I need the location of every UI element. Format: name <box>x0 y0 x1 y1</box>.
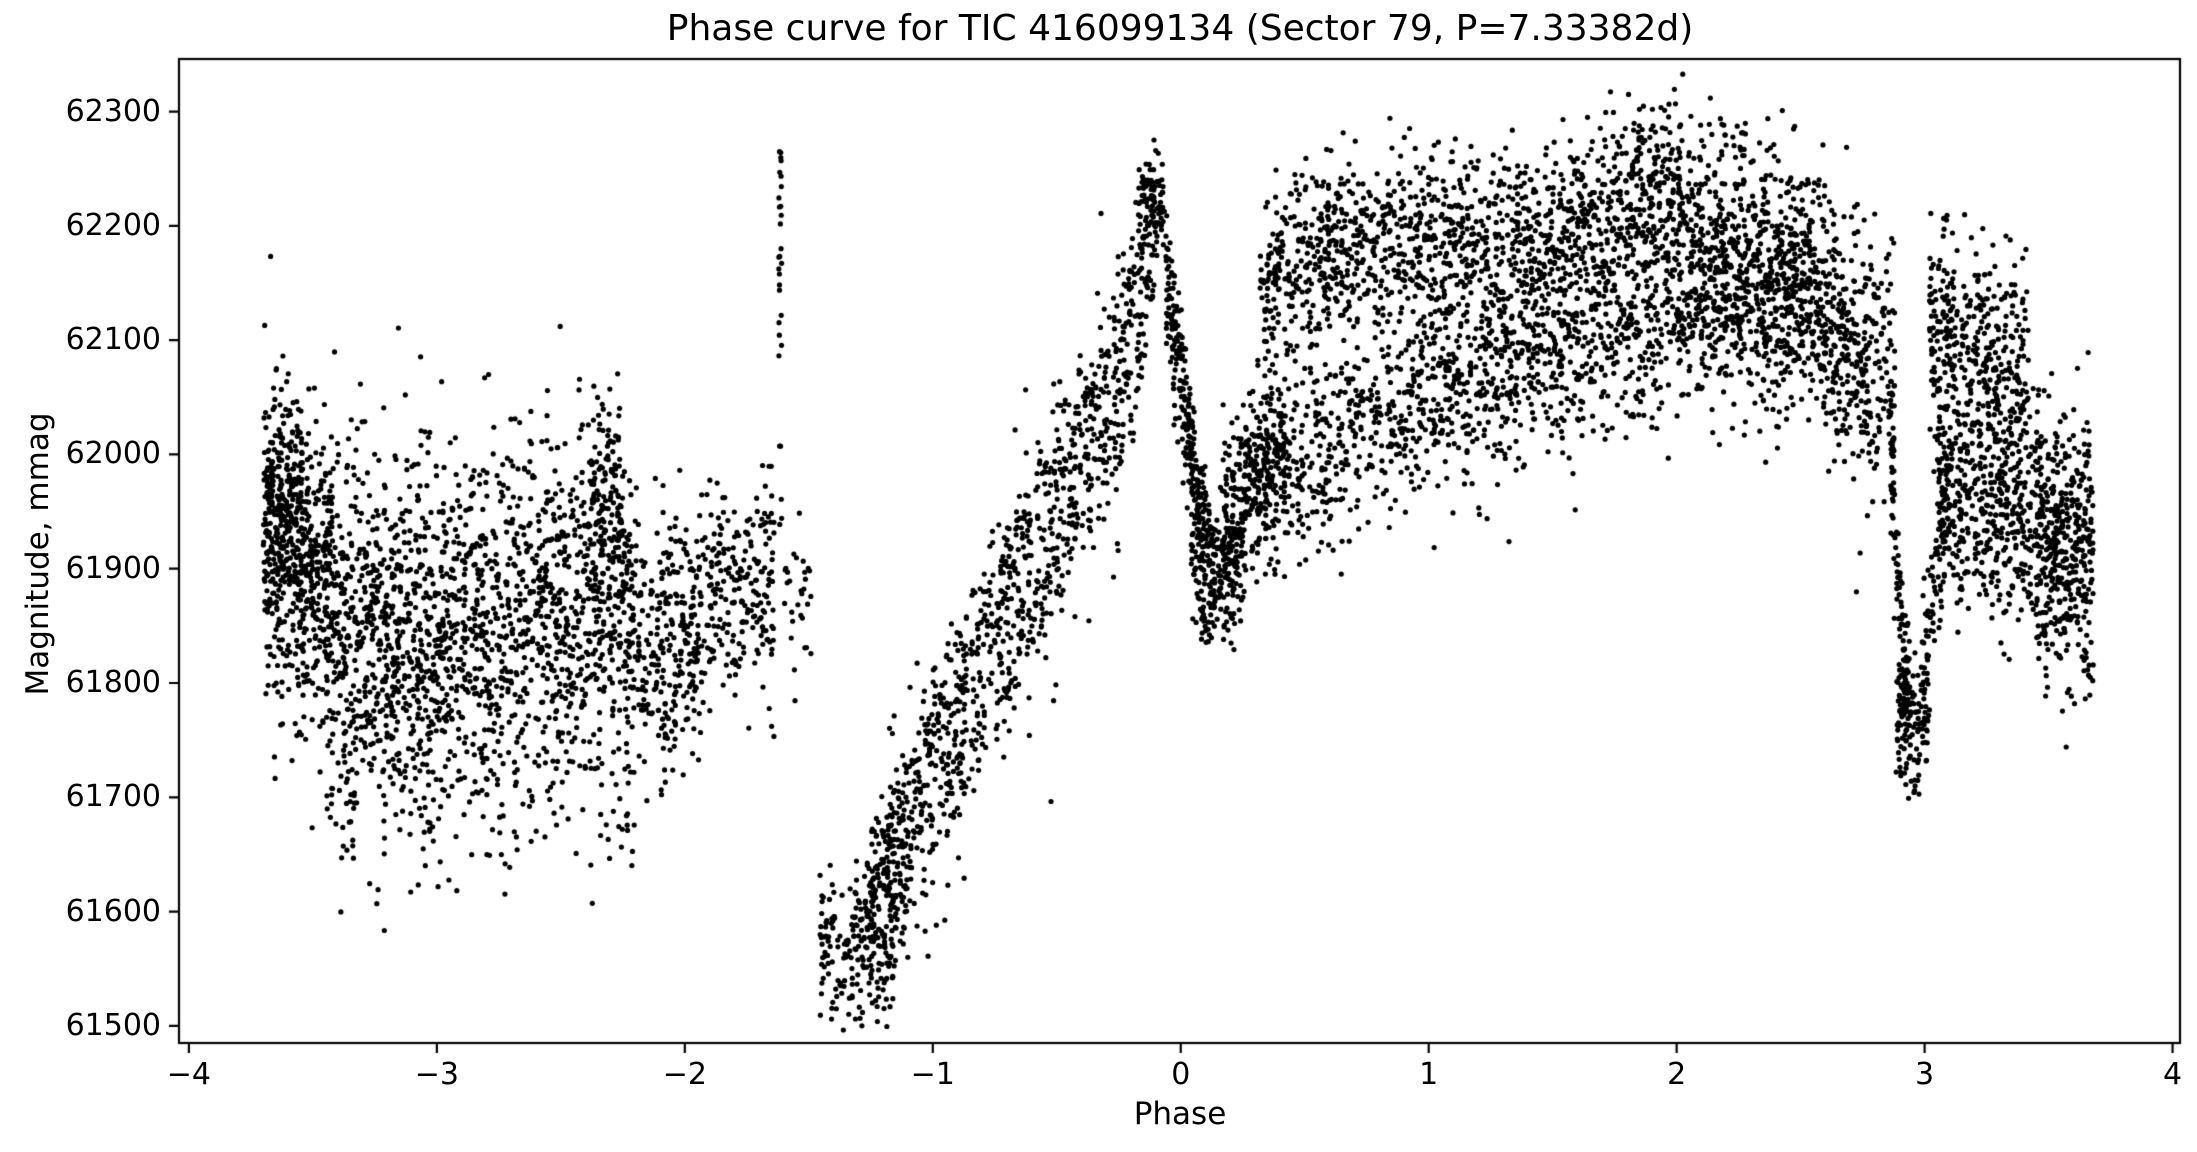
chart-title: Phase curve for TIC 416099134 (Sector 79… <box>666 8 1694 49</box>
x-tick-label: 3 <box>1915 1057 1935 1092</box>
y-tick-label: 62300 <box>65 93 161 129</box>
y-tick-label: 61600 <box>65 893 161 929</box>
x-tick-label: 2 <box>1667 1057 1687 1092</box>
x-axis-label: Phase <box>1133 1096 1227 1132</box>
y-tick-label: 61500 <box>65 1007 161 1043</box>
x-tick-label: 4 <box>2163 1057 2183 1092</box>
y-tick-label: 62200 <box>65 207 161 243</box>
y-tick-label: 62100 <box>65 322 161 358</box>
x-tick-label: −3 <box>414 1057 459 1092</box>
x-tick-label: −4 <box>166 1057 212 1092</box>
x-tick-label: 0 <box>1171 1057 1191 1092</box>
y-tick-label: 61800 <box>65 665 161 700</box>
x-tick-label: −2 <box>662 1057 707 1092</box>
y-tick-label: 62000 <box>65 436 161 472</box>
y-tick-label: 61700 <box>65 779 161 815</box>
x-tick-label: 1 <box>1419 1057 1439 1092</box>
y-tick-label: 61900 <box>65 550 161 586</box>
x-tick-label: −1 <box>910 1057 955 1092</box>
